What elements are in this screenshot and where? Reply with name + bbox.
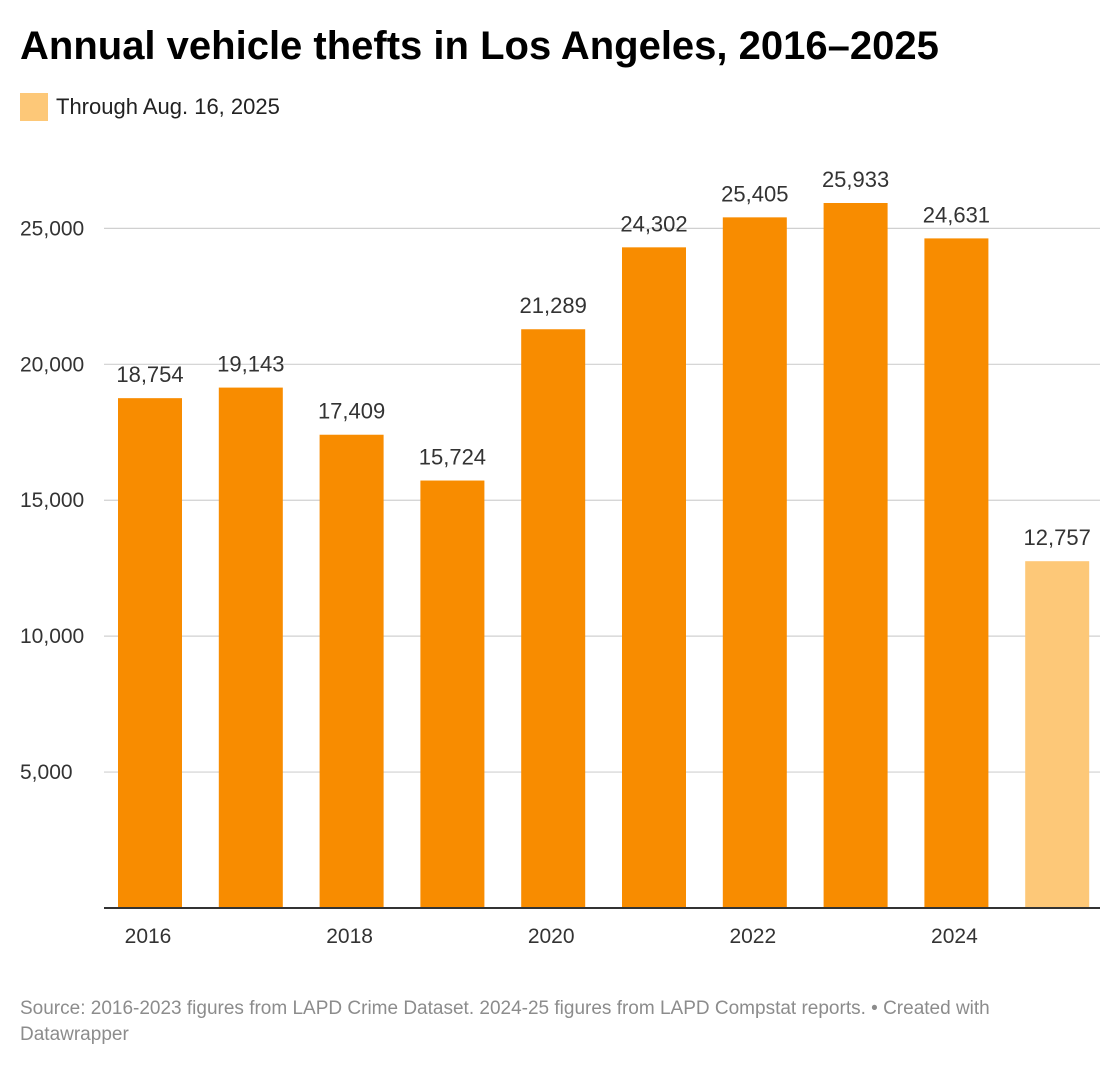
value-label-2019: 15,724	[419, 445, 486, 470]
y-tick-label: 10,000	[20, 625, 84, 648]
value-label-2025: 12,757	[1024, 525, 1091, 550]
bar-2022	[722, 217, 787, 909]
value-label-2017: 19,143	[217, 352, 284, 377]
value-label-2022: 25,405	[721, 181, 788, 206]
bar-2018	[319, 434, 384, 908]
legend-label: Through Aug. 16, 2025	[56, 94, 280, 119]
value-label-2020: 21,289	[520, 293, 587, 318]
y-tick-label: 15,000	[20, 489, 84, 512]
x-tick-label: 2022	[729, 925, 776, 948]
x-tick-label: 2024	[931, 925, 978, 948]
value-label-2023: 25,933	[822, 167, 889, 192]
y-tick-label: 25,000	[20, 217, 84, 240]
chart-title: Annual vehicle thefts in Los Angeles, 20…	[20, 24, 939, 68]
y-tick-label: 20,000	[20, 353, 84, 376]
y-axis-labels: 5,000 10,000 15,000 20,000 25,000	[20, 217, 84, 784]
source-note: Source: 2016-2023 figures from LAPD Crim…	[20, 998, 990, 1045]
value-labels: 18,754 19,143 17,409 15,724 21,289 24,302 25,4…	[116, 167, 1090, 550]
bars	[118, 203, 1090, 909]
value-label-2016: 18,754	[116, 362, 183, 387]
bar-2020	[521, 329, 586, 909]
bar-2024	[924, 238, 989, 908]
legend-swatch-partial-year	[20, 93, 48, 121]
bar-2023	[823, 203, 888, 908]
y-tick-label: 5,000	[20, 761, 73, 784]
bar-2025	[1025, 561, 1090, 908]
bar-2016	[118, 398, 182, 908]
legend: Through Aug. 16, 2025	[20, 92, 280, 122]
value-label-2018: 17,409	[318, 399, 385, 424]
bar-2021	[622, 247, 686, 908]
x-tick-label: 2018	[326, 925, 373, 948]
x-tick-label: 2016	[125, 925, 172, 948]
bar-chart: 5,000 10,000 15,000 20,000 25,000 18,754 19,1…	[20, 167, 1100, 948]
bar-2017	[218, 387, 283, 909]
x-axis-labels: 2016 2018 2020 2022 2024	[125, 925, 978, 948]
bar-2019	[420, 480, 485, 908]
value-label-2024: 24,631	[923, 202, 990, 227]
x-tick-label: 2020	[528, 925, 575, 948]
value-label-2021: 24,302	[620, 211, 687, 236]
